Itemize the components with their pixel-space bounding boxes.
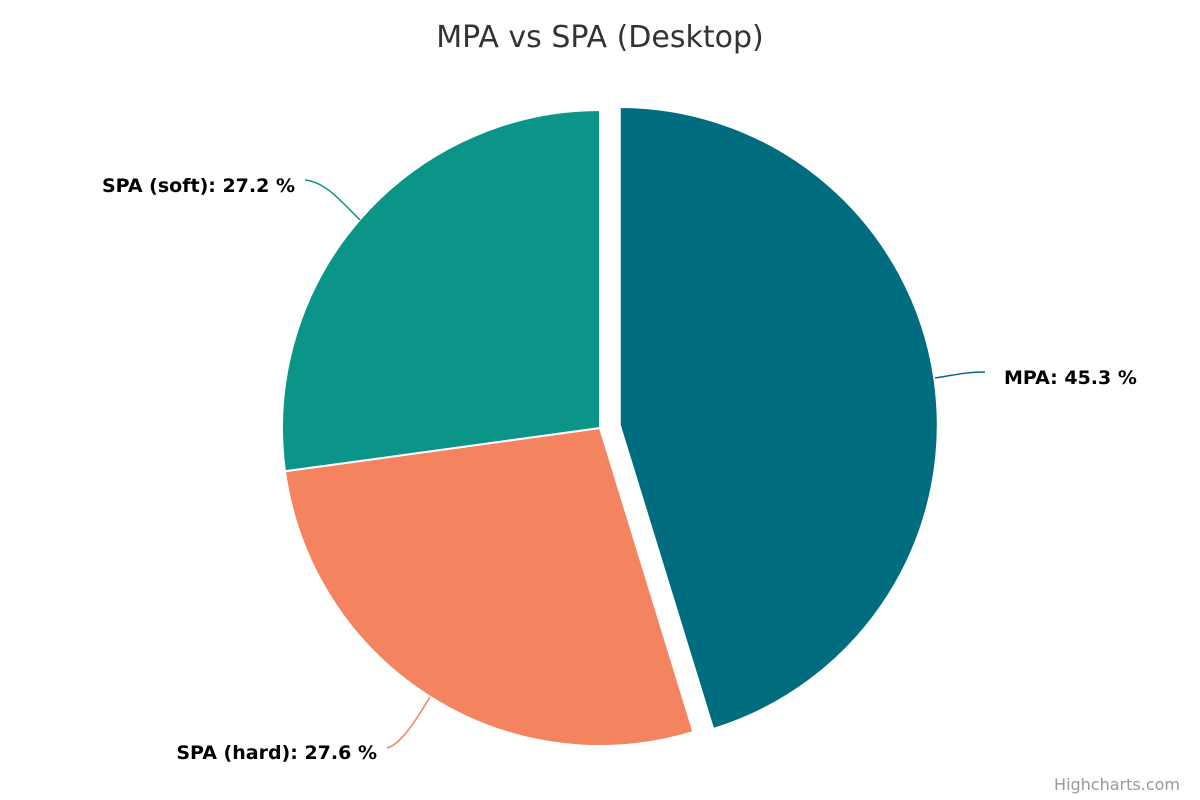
connector-spa-soft — [304, 179, 361, 221]
pie-slice-mpa[interactable] — [618, 106, 939, 731]
pie-slice-spa-hard[interactable] — [283, 426, 695, 747]
chart-title: MPA vs SPA (Desktop) — [436, 20, 763, 55]
credits-link[interactable]: Highcharts.com — [1054, 775, 1180, 794]
pie-slice-spa-soft[interactable] — [281, 108, 601, 473]
connector-spa-hard — [386, 696, 431, 749]
data-label-spa-soft: SPA (soft): 27.2 % — [102, 175, 295, 197]
connector-mpa — [934, 371, 986, 379]
data-label-spa-hard: SPA (hard): 27.6 % — [176, 742, 377, 764]
data-label-mpa: MPA: 45.3 % — [1004, 367, 1137, 389]
